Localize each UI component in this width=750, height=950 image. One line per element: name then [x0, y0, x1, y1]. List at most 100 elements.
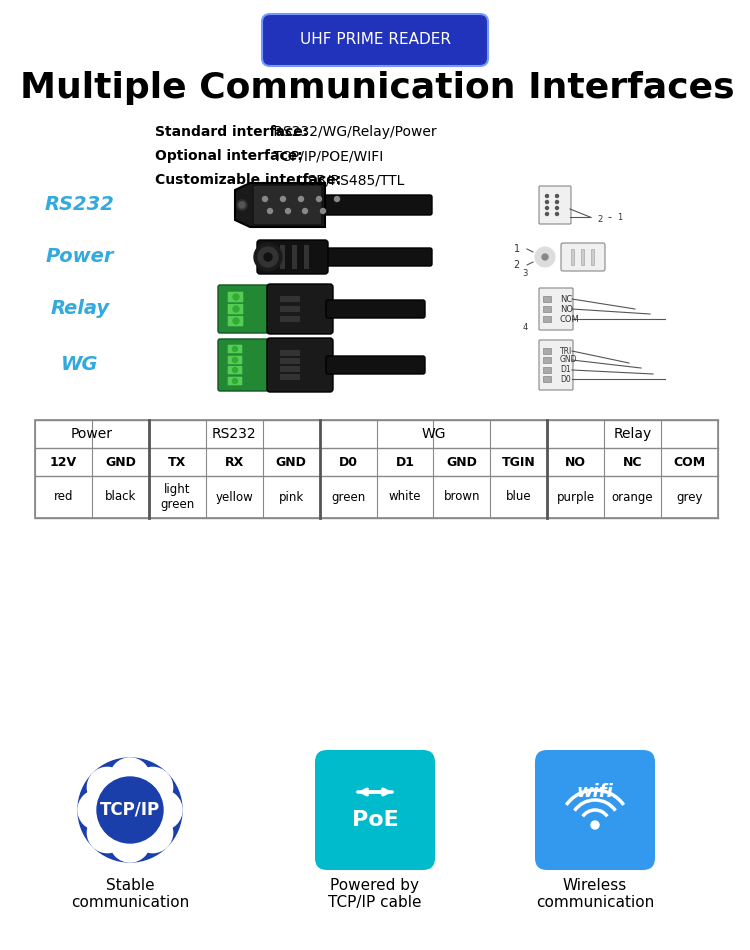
- Circle shape: [264, 253, 272, 261]
- Circle shape: [591, 821, 599, 829]
- Circle shape: [87, 812, 128, 853]
- Text: 2: 2: [514, 260, 520, 270]
- Text: RX: RX: [224, 455, 244, 468]
- Circle shape: [517, 319, 533, 335]
- Circle shape: [542, 254, 548, 260]
- Circle shape: [78, 790, 118, 830]
- Text: GND: GND: [276, 455, 307, 468]
- Circle shape: [592, 211, 608, 227]
- Circle shape: [280, 197, 286, 201]
- Polygon shape: [235, 183, 325, 227]
- Bar: [543, 296, 551, 302]
- Bar: [280, 366, 300, 372]
- Text: Optional interface:: Optional interface:: [155, 149, 303, 163]
- FancyBboxPatch shape: [539, 186, 571, 224]
- Text: pink: pink: [278, 490, 304, 504]
- Circle shape: [239, 202, 245, 208]
- FancyBboxPatch shape: [218, 339, 277, 391]
- Text: D0: D0: [560, 374, 571, 384]
- Text: RS232: RS232: [45, 196, 115, 215]
- Bar: [280, 374, 300, 380]
- Circle shape: [254, 243, 282, 271]
- Circle shape: [334, 197, 340, 201]
- Circle shape: [556, 206, 559, 210]
- Text: Standard interface:: Standard interface:: [155, 125, 308, 139]
- FancyBboxPatch shape: [227, 315, 244, 327]
- Bar: [543, 367, 551, 373]
- Text: D0: D0: [338, 455, 358, 468]
- FancyBboxPatch shape: [539, 288, 573, 330]
- Circle shape: [556, 200, 559, 203]
- Circle shape: [133, 768, 172, 808]
- FancyBboxPatch shape: [561, 243, 605, 271]
- Bar: [543, 376, 551, 382]
- Text: black: black: [105, 490, 136, 504]
- Circle shape: [517, 266, 533, 282]
- Text: Stable
communication: Stable communication: [70, 878, 189, 910]
- Text: 1: 1: [514, 244, 520, 254]
- Circle shape: [110, 758, 150, 798]
- Circle shape: [298, 197, 304, 201]
- Text: WG: WG: [422, 427, 446, 441]
- Text: Multiple Communication Interfaces: Multiple Communication Interfaces: [20, 71, 734, 105]
- Circle shape: [262, 197, 268, 201]
- Text: wifi: wifi: [577, 783, 614, 801]
- FancyBboxPatch shape: [227, 365, 243, 375]
- Text: COM: COM: [560, 314, 580, 324]
- Circle shape: [233, 306, 239, 312]
- FancyBboxPatch shape: [218, 285, 277, 333]
- Text: NC: NC: [560, 294, 572, 303]
- Circle shape: [133, 812, 172, 853]
- Circle shape: [232, 357, 238, 363]
- Circle shape: [233, 318, 239, 324]
- Circle shape: [556, 213, 559, 216]
- Text: RS232: RS232: [212, 427, 256, 441]
- Bar: [280, 350, 300, 356]
- Bar: [280, 316, 300, 322]
- Text: light
green: light green: [160, 483, 194, 511]
- Text: 2: 2: [597, 215, 603, 223]
- FancyBboxPatch shape: [318, 248, 432, 266]
- Circle shape: [286, 208, 290, 214]
- Text: WG: WG: [62, 355, 99, 374]
- Text: red: red: [54, 490, 74, 504]
- Text: TCP/IP/POE/WIFI: TCP/IP/POE/WIFI: [269, 149, 383, 163]
- Circle shape: [316, 197, 322, 201]
- Bar: [292, 245, 297, 269]
- Text: brown: brown: [444, 490, 480, 504]
- FancyBboxPatch shape: [253, 185, 322, 225]
- Bar: [280, 306, 300, 312]
- Text: 12V: 12V: [50, 455, 77, 468]
- Circle shape: [545, 200, 548, 203]
- Circle shape: [545, 195, 548, 198]
- FancyBboxPatch shape: [227, 303, 244, 315]
- FancyBboxPatch shape: [535, 750, 655, 870]
- Text: grey: grey: [676, 490, 703, 504]
- Circle shape: [268, 208, 272, 214]
- FancyBboxPatch shape: [318, 195, 432, 215]
- Circle shape: [258, 247, 278, 267]
- Bar: [591, 249, 594, 265]
- Circle shape: [302, 208, 307, 214]
- Circle shape: [232, 378, 238, 384]
- Circle shape: [556, 195, 559, 198]
- Text: TGIN: TGIN: [502, 455, 536, 468]
- Text: purple: purple: [556, 490, 595, 504]
- Text: D1: D1: [395, 455, 415, 468]
- Text: COM: COM: [674, 455, 706, 468]
- Circle shape: [545, 213, 548, 216]
- FancyBboxPatch shape: [262, 14, 488, 66]
- Text: white: white: [388, 490, 422, 504]
- Bar: [543, 316, 551, 322]
- Text: blue: blue: [506, 490, 532, 504]
- Circle shape: [535, 247, 555, 267]
- Text: 3: 3: [522, 270, 528, 278]
- Text: RS232/WG/Relay/Power: RS232/WG/Relay/Power: [269, 125, 436, 139]
- FancyBboxPatch shape: [227, 355, 243, 365]
- Bar: [543, 306, 551, 312]
- FancyBboxPatch shape: [227, 344, 243, 354]
- Text: orange: orange: [612, 490, 653, 504]
- Text: NO: NO: [566, 455, 586, 468]
- Bar: [304, 245, 309, 269]
- Text: TRI: TRI: [560, 347, 572, 355]
